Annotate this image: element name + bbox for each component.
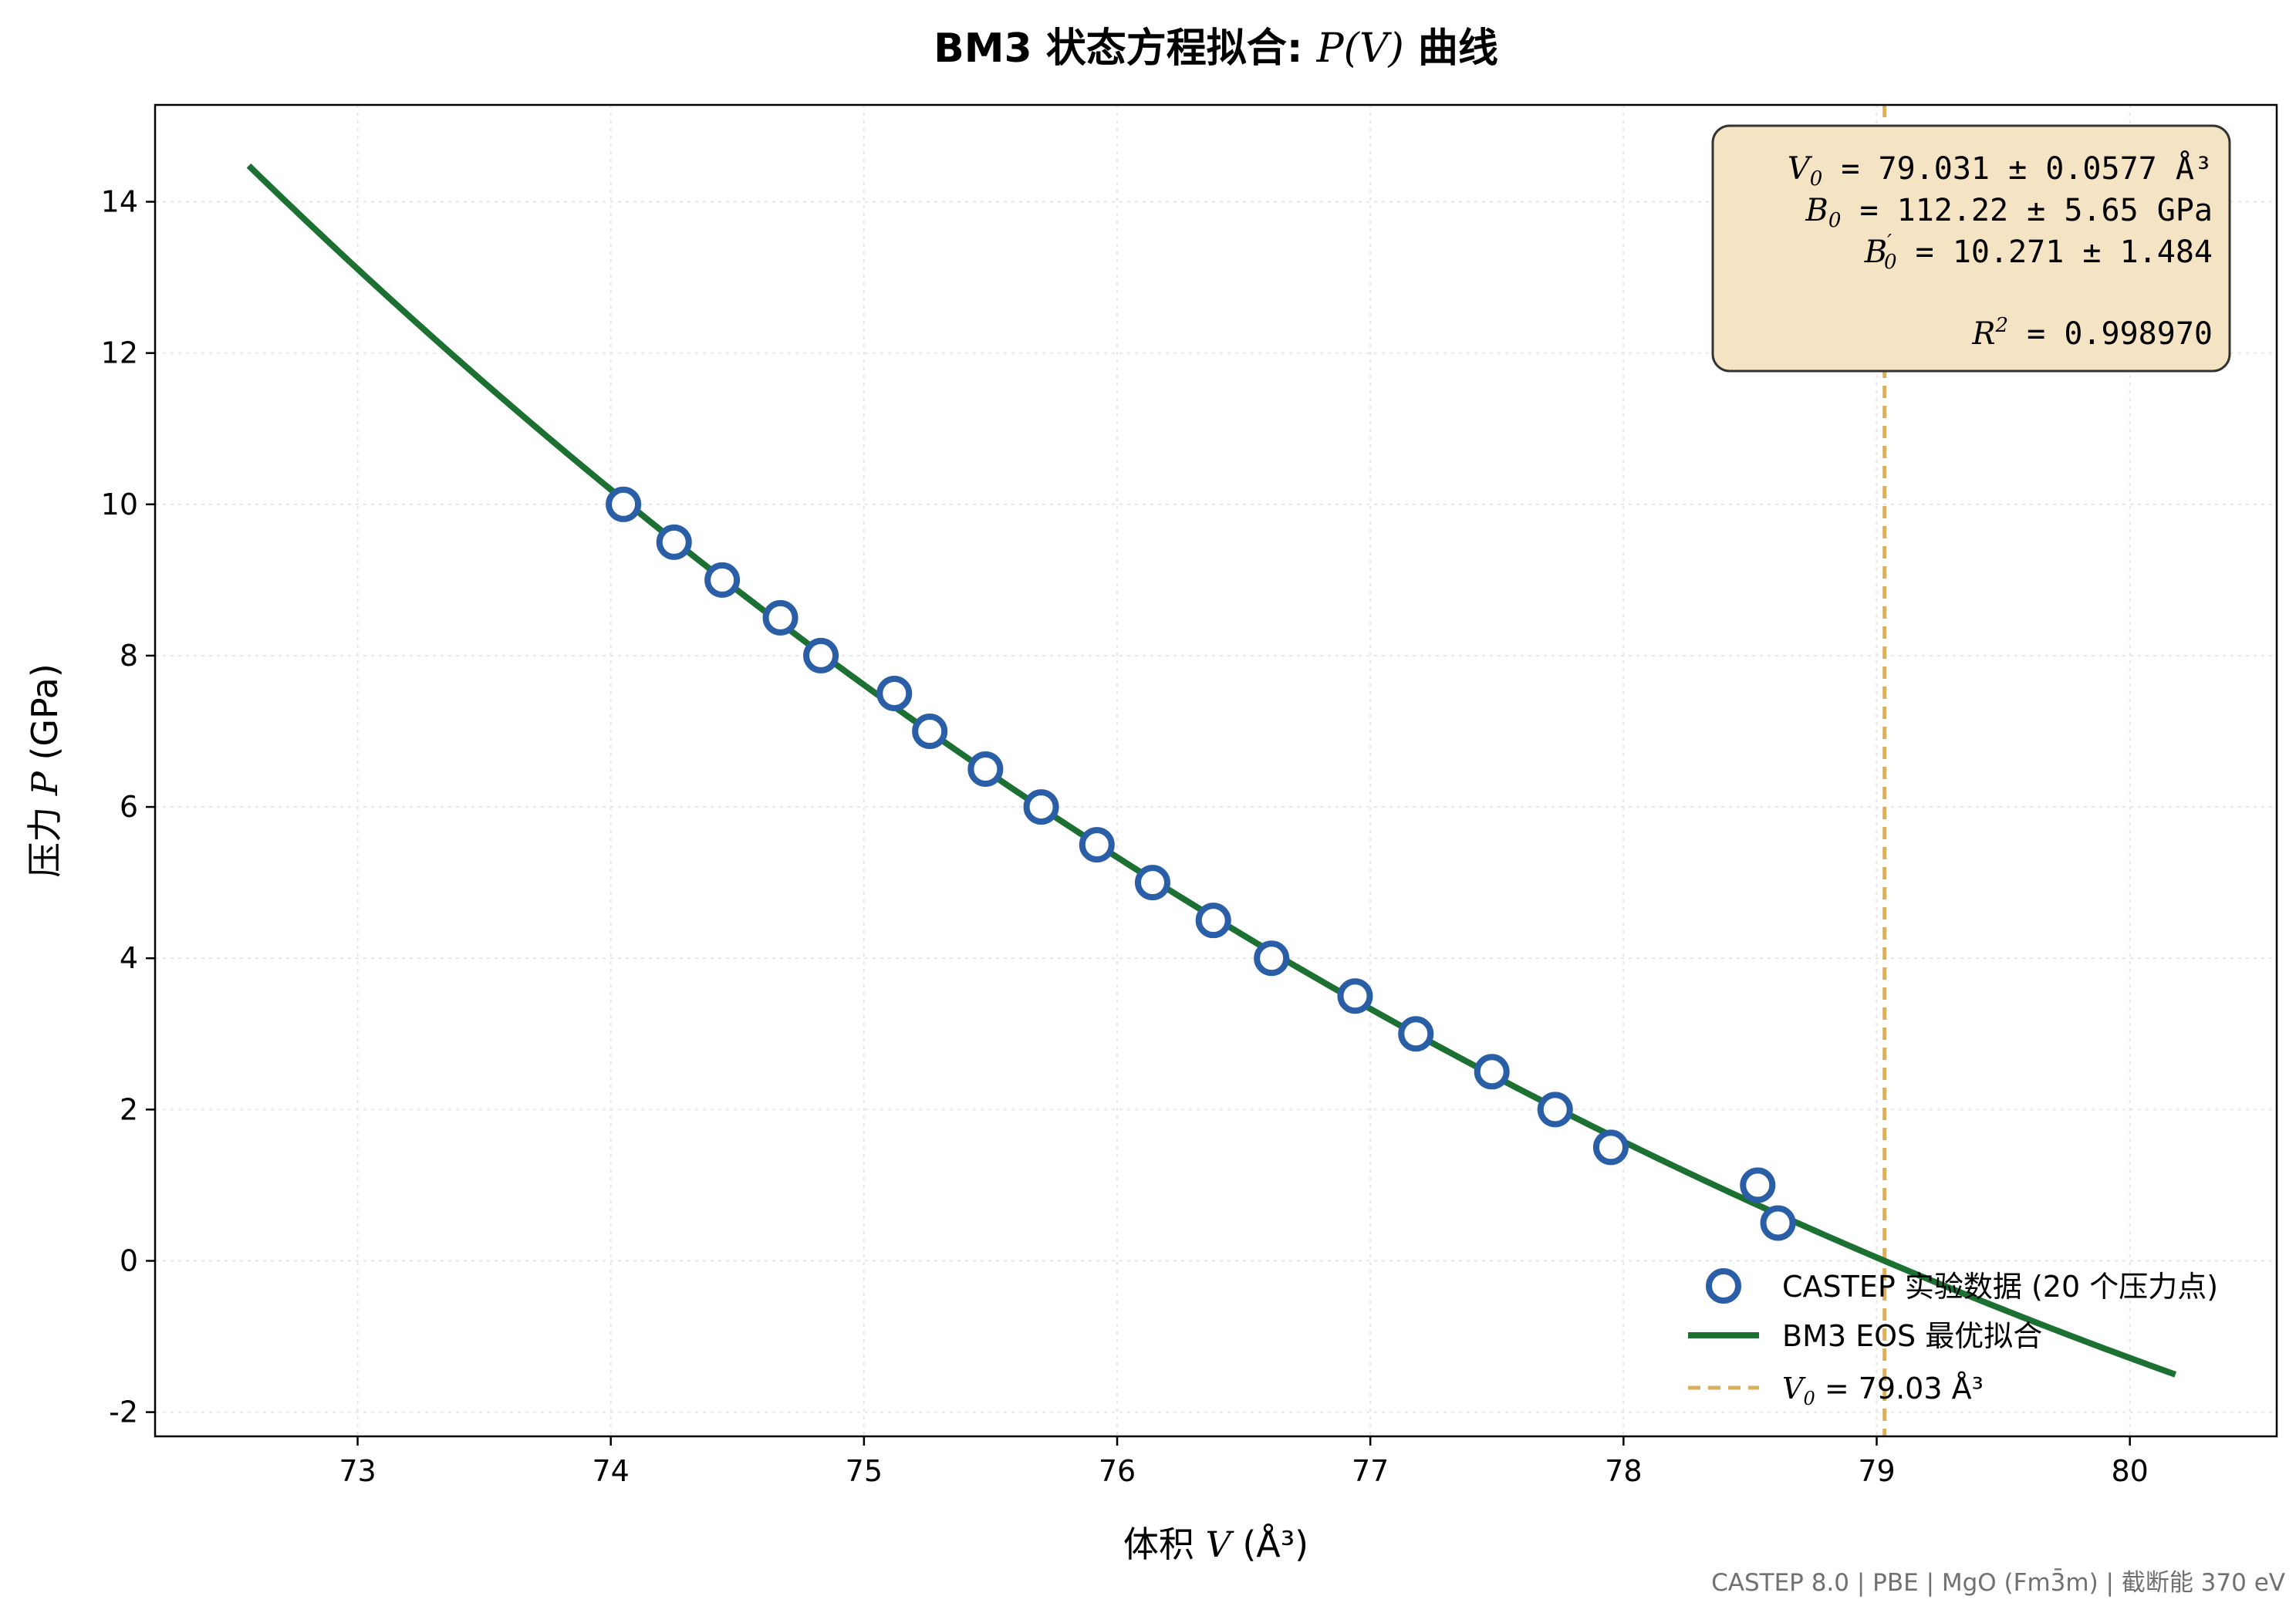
data-point (1023, 789, 1059, 825)
data-point (1537, 1092, 1573, 1128)
footer-note: CASTEP 8.0 | PBE | MgO (Fm3̄m) | 截断能 370… (1711, 1568, 2285, 1597)
stats-v0: V0 = 79.031 ± 0.0577 Å³ (1788, 150, 2213, 191)
data-point (1760, 1205, 1796, 1241)
x-axis-label: 体积 V (Å³) (1123, 1524, 1308, 1565)
x-tick-label: 73 (339, 1454, 376, 1488)
data-point (656, 524, 692, 560)
y-tick-label: 8 (120, 639, 138, 673)
plot-frame (154, 103, 2278, 1438)
chart-title: BM3 状态方程拟合: P(V) 曲线 (934, 25, 1498, 72)
legend-scatter-marker (1706, 1268, 1741, 1304)
y-tick-label: 14 (101, 185, 138, 219)
x-tick-label: 79 (1858, 1454, 1895, 1488)
legend-fit-label: BM3 EOS 最优拟合 (1782, 1319, 2042, 1353)
stats-box-background (1711, 124, 2231, 373)
y-tick-label: 0 (120, 1243, 138, 1277)
data-point (1254, 940, 1290, 977)
data-point (1740, 1167, 1776, 1203)
legend-v0-label: V0 = 79.03 Å³ (1782, 1372, 1984, 1409)
y-tick-label: -2 (109, 1395, 138, 1429)
data-points-layer (606, 486, 1796, 1241)
y-tick-label: 6 (120, 790, 138, 824)
x-tick-label: 74 (593, 1454, 630, 1488)
x-tick-label: 76 (1099, 1454, 1136, 1488)
data-point (876, 675, 913, 711)
stats-r-squared: R2 = 0.998970 (1971, 314, 2213, 352)
y-tick-label: 10 (101, 488, 138, 521)
legend-scatter-label: CASTEP 实验数据 (20 个压力点) (1782, 1270, 2218, 1304)
stats-b0: B0 = 112.22 ± 5.65 GPa (1805, 193, 2213, 232)
data-point (967, 751, 1004, 788)
legend: CASTEP 实验数据 (20 个压力点) BM3 EOS 最优拟合 V0 = … (1688, 1268, 2218, 1409)
data-point (1134, 865, 1170, 901)
data-point (1079, 827, 1115, 863)
y-axis-label: 压力 P (GPa) (24, 663, 66, 878)
x-tick-label: 78 (1605, 1454, 1642, 1488)
data-point (762, 599, 799, 636)
stats-b0-prime: B′ 0 = 10.271 ± 1.484 (1864, 231, 2213, 274)
data-point (1474, 1054, 1510, 1090)
y-tick-label: 12 (101, 336, 138, 370)
tick-layer: 73 74 75 76 77 78 79 80 -2 0 2 4 6 8 10 12 14 (101, 185, 2149, 1488)
y-tick-label: 4 (120, 941, 138, 975)
data-point (803, 637, 839, 673)
fit-stats-box: V0 = 79.031 ± 0.0577 Å³ B0 = 112.22 ± 5.… (1711, 124, 2231, 373)
data-point (1398, 1016, 1434, 1052)
x-tick-label: 75 (846, 1454, 883, 1488)
data-point (1592, 1129, 1629, 1166)
x-tick-label: 80 (2111, 1454, 2148, 1488)
data-point (1337, 978, 1373, 1014)
data-point (1195, 903, 1231, 939)
data-point (606, 486, 642, 522)
data-point (704, 562, 741, 598)
data-point (912, 714, 948, 750)
x-tick-label: 77 (1352, 1454, 1389, 1488)
y-tick-label: 2 (120, 1092, 138, 1126)
